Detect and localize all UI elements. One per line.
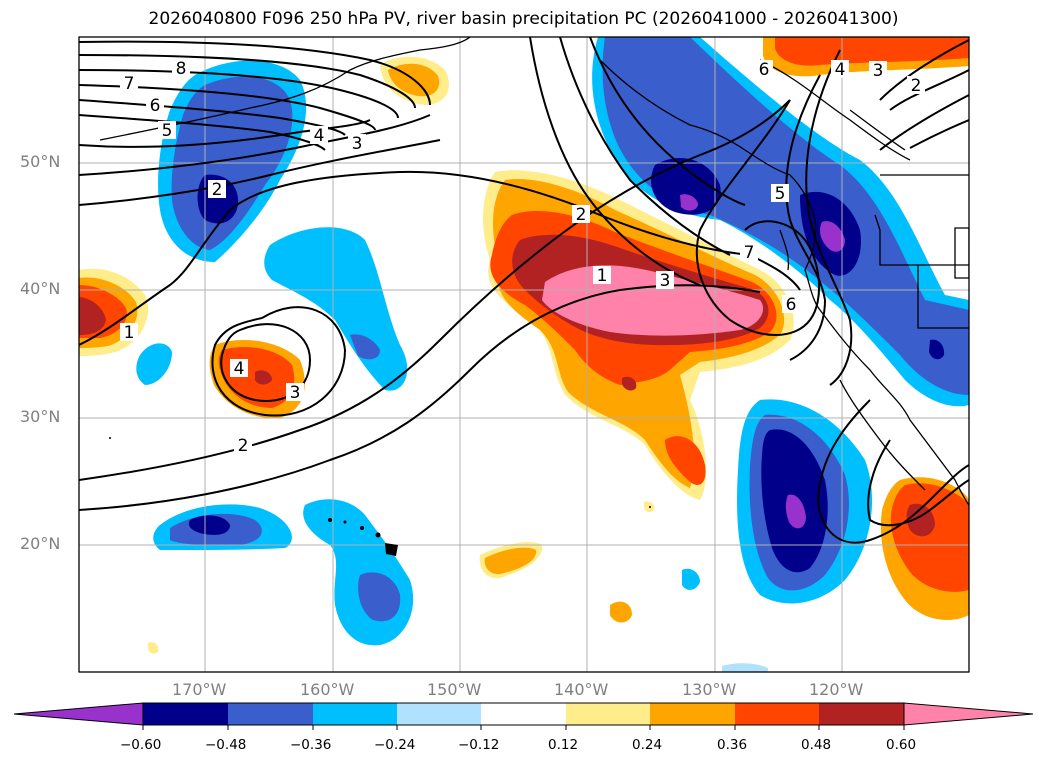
pv-label-17: 7 [744,243,755,263]
lon-label-150w: 150°W [427,680,482,699]
pv-label-3: 6 [150,96,161,116]
pv-label-13: 2 [576,205,587,225]
pv-label-18: 6 [759,60,770,80]
pv-label-5: 4 [314,126,325,146]
lat-label-20n: 20°N [20,534,61,553]
islands [109,437,651,556]
colorbar-tick-label: −0.48 [205,737,247,753]
pv-label-9: 2 [238,436,249,456]
lon-label-160w: 160°W [300,680,355,699]
pv-label-19: 4 [835,60,846,80]
colorbar-tick-label: 0.48 [801,737,832,753]
colorbar-tick-label: −0.12 [458,737,500,753]
colorbar-tick-label: 0.24 [632,737,663,753]
colorbar-tick-label: 0.12 [548,737,579,753]
pv-label-12: 1 [597,266,608,286]
lat-label-40n: 40°N [20,279,61,298]
pv-label-4: 5 [162,121,173,141]
lat-label-50n: 50°N [20,152,61,171]
map-frame [78,36,970,673]
lon-label-130w: 130°W [682,680,737,699]
pv-label-10: 3 [290,383,301,403]
pv-label-20: 3 [873,61,884,81]
colorbar-tick-label: −0.60 [120,737,162,753]
pv-label-8: 1 [124,323,135,343]
lat-label-30n: 30°N [20,407,61,426]
coastlines [99,37,969,506]
lon-label-170w: 170°W [172,680,227,699]
colorbar-tick-label: 0.60 [886,737,917,753]
lon-label-140w: 140°W [554,680,609,699]
colorbar [13,702,1034,730]
lon-label-120w: 120°W [809,680,864,699]
pv-label-6: 3 [352,134,363,154]
pv-label-11: 4 [234,359,245,379]
map-title: 2026040800 F096 250 hPa PV, river basin … [148,9,899,29]
pv-label-15: 5 [775,184,786,204]
colorbar-tick-label: −0.36 [290,737,332,753]
pv-label-2: 7 [124,74,135,94]
pv-label-7: 2 [212,180,223,200]
pv-label-14: 3 [660,271,671,291]
pv-label-1: 8 [176,59,187,79]
pv-label-21: 2 [911,76,922,96]
colorbar-tick-label: −0.24 [374,737,416,753]
pv-label-16: 6 [786,295,797,315]
pv-contour-labels: 8 7 6 5 4 3 2 1 2 3 4 1 2 3 5 6 7 6 4 [120,59,925,456]
colorbar-tick-label: 0.36 [717,737,748,753]
